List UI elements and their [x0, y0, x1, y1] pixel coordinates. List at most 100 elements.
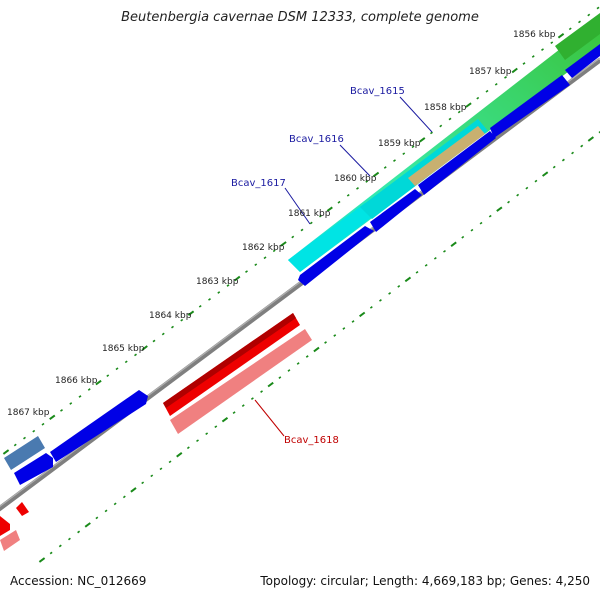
- scale-tick-minor: [23, 436, 26, 440]
- scale-tick-minor: [531, 55, 535, 58]
- scale-tick-minor: [424, 263, 428, 267]
- scale-ticks-outer: [2, 6, 600, 455]
- cds-blue-4[interactable]: [490, 75, 570, 138]
- scale-tick-minor: [141, 481, 145, 485]
- scale-tick-minor: [578, 20, 581, 24]
- scale-tick-minor: [217, 291, 221, 294]
- cds-pink-fragment[interactable]: [0, 530, 20, 551]
- gene-label-bcav-1618[interactable]: Bcav_1618: [284, 435, 339, 446]
- scale-tick-minor: [342, 327, 346, 330]
- scale-tick-minor: [461, 235, 465, 239]
- scale-tick-major: [49, 414, 56, 421]
- scale-tick-minor: [171, 325, 174, 329]
- feature-cyan-segment[interactable]: [288, 203, 376, 272]
- scale-tick-major: [587, 136, 594, 142]
- cds-red-fragment-2[interactable]: [16, 502, 29, 516]
- scale-tick-minor: [68, 537, 71, 541]
- accession-text: Accession: NC_012669: [10, 574, 147, 588]
- scale-tick-major: [234, 275, 241, 282]
- scale-tick-minor: [115, 367, 119, 371]
- scale-tick-minor: [278, 376, 282, 379]
- cds-blue-3[interactable]: [418, 131, 496, 195]
- scale-tick-minor: [433, 256, 437, 260]
- scale-tick-minor: [587, 13, 591, 17]
- leader-bcav-1617: [284, 187, 311, 225]
- scale-tick-minor: [263, 256, 267, 260]
- scale-tick-minor: [272, 249, 276, 253]
- scale-tick-minor: [383, 166, 387, 169]
- scale-tick-minor: [208, 298, 211, 301]
- scale-tick-minor: [596, 6, 600, 10]
- scale-tick-major: [95, 379, 102, 386]
- scale-tick-minor: [448, 117, 452, 121]
- cds-blue-2[interactable]: [370, 189, 422, 232]
- scale-tick-minor: [415, 270, 419, 274]
- cds-pink-bcav-1618[interactable]: [170, 329, 312, 434]
- cds-blue-6[interactable]: [50, 390, 148, 462]
- scale-tick-minor: [443, 249, 446, 253]
- scale-tick-minor: [58, 544, 62, 548]
- gene-label-bcav-1616[interactable]: Bcav_1616: [289, 134, 344, 145]
- scale-tick-minor: [369, 306, 373, 309]
- scale-tick-minor: [95, 516, 99, 520]
- scale-label: 1861 kbp: [288, 209, 331, 219]
- scale-tick-minor: [124, 360, 128, 364]
- scale-tick-minor: [580, 144, 584, 148]
- scale-tick-minor: [13, 443, 17, 447]
- scale-tick-minor: [351, 320, 355, 323]
- scale-tick-minor: [300, 228, 304, 232]
- feature-green-segment[interactable]: [555, 13, 600, 60]
- gene-label-bcav-1615[interactable]: Bcav_1615: [350, 86, 405, 97]
- scale-tick-minor: [214, 425, 218, 429]
- scale-tick-minor: [41, 422, 45, 426]
- scale-tick-minor: [516, 193, 520, 197]
- scale-tick-minor: [168, 460, 172, 464]
- scale-tick-minor: [411, 145, 415, 149]
- scale-tick-major: [359, 311, 366, 318]
- scale-tick-minor: [198, 304, 202, 308]
- scale-tick-minor: [32, 429, 36, 433]
- cds-red-fragment-1[interactable]: [0, 516, 10, 536]
- scale-tick-minor: [568, 27, 572, 31]
- genome-backbone: [0, 57, 600, 512]
- cds-blue-7[interactable]: [14, 453, 53, 485]
- scale-tick-major: [511, 67, 518, 74]
- leader-bcav-1616: [339, 144, 371, 177]
- scale-tick-major: [221, 416, 229, 423]
- scale-tick-major: [372, 171, 380, 178]
- scale-tick-minor: [205, 432, 209, 436]
- scale-label: 1865 kbp: [102, 344, 145, 354]
- scale-tick-minor: [337, 200, 341, 204]
- scale-tick-minor: [504, 76, 507, 79]
- cds-red-shadow[interactable]: [163, 313, 296, 408]
- scale-tick-minor: [226, 284, 230, 287]
- cds-blue-1[interactable]: [298, 226, 374, 286]
- cds-blue-5[interactable]: [565, 44, 600, 78]
- scale-tick-minor: [186, 446, 190, 450]
- scale-tick-minor: [87, 388, 91, 391]
- scale-tick-major: [176, 452, 183, 458]
- scale-tick-major: [542, 171, 549, 177]
- scale-label: 1857 kbp: [469, 67, 512, 77]
- cds-steel-1[interactable]: [4, 436, 45, 470]
- scale-tick-minor: [260, 390, 263, 393]
- scale-tick-minor: [113, 502, 117, 506]
- scale-tick-major: [326, 206, 333, 212]
- scale-tick-minor: [333, 334, 337, 337]
- scale-tick-minor: [439, 124, 443, 128]
- scale-tick-minor: [488, 214, 492, 218]
- scale-tick-minor: [180, 318, 184, 322]
- scale-tick-major: [465, 102, 472, 108]
- feature-tan-segment[interactable]: [408, 126, 485, 186]
- scale-tick-major: [187, 310, 195, 317]
- scale-tick-minor: [106, 374, 110, 378]
- scale-tick-major: [313, 346, 320, 353]
- gene-label-bcav-1617[interactable]: Bcav_1617: [231, 178, 286, 189]
- scale-tick-minor: [402, 152, 406, 156]
- scale-tick-minor: [507, 200, 510, 204]
- scale-tick-minor: [525, 186, 529, 190]
- scale-tick-minor: [550, 41, 554, 45]
- scale-tick-minor: [388, 292, 392, 295]
- scale-tick-minor: [250, 397, 254, 400]
